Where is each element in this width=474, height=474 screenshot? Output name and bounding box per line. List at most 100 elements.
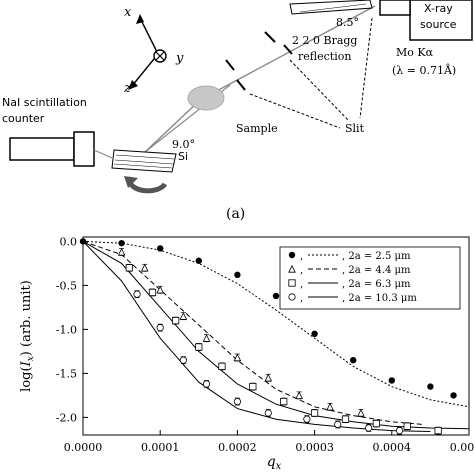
legend-box: [279, 246, 461, 310]
axis-x-label: x: [124, 5, 132, 20]
data-point: [264, 373, 273, 382]
data-point: [403, 422, 411, 430]
data-point: [434, 426, 442, 435]
data-point: [234, 271, 241, 279]
x-tick-label: 0.0001: [141, 441, 180, 454]
data-point: [365, 424, 373, 432]
y-tick-label: -0.5: [56, 279, 77, 292]
data-point: [118, 239, 125, 247]
incident-beam: [199, 5, 376, 101]
analyzer-crystal: [111, 149, 177, 173]
fit-curve-1: [82, 240, 423, 425]
source-label-1: X-ray: [424, 2, 453, 15]
data-points: [79, 238, 457, 435]
axis-z-label: z: [123, 81, 131, 96]
data-point: [157, 245, 164, 252]
data-point: [218, 362, 226, 370]
slit-label: Slit: [345, 122, 365, 135]
data-point: [202, 380, 211, 388]
data-point: [233, 397, 241, 406]
legend-label-2: , 2a = 6.3 μm: [342, 279, 411, 290]
data-point: [450, 392, 457, 399]
bragg-label-2: reflection: [298, 50, 351, 63]
y-tick-label: 0.0: [60, 235, 78, 248]
data-point: [140, 263, 149, 272]
data-point: [117, 247, 126, 256]
source-label-2: source: [420, 18, 457, 31]
data-point: [357, 408, 365, 417]
data-point: [179, 356, 187, 364]
data-point: [288, 264, 296, 273]
x-tick-label: 0.0002: [218, 441, 257, 454]
scattered-beam: [144, 99, 201, 153]
data-point: [156, 324, 164, 332]
data-point: [156, 285, 165, 294]
x-tick-label: 0.0000: [64, 441, 103, 454]
data-point: [350, 357, 357, 364]
xray-source-port: [379, 0, 411, 16]
legend-label-0: , 2a = 2.5 μm: [342, 251, 411, 262]
data-point: [427, 383, 434, 390]
y-tick-label: -1.5: [56, 367, 77, 380]
data-point: [288, 293, 296, 301]
sample-label: Sample: [236, 122, 278, 135]
data-point: [303, 415, 311, 423]
mo-label-2: (λ = 0.71Å): [392, 63, 456, 77]
detector-label-2: counter: [2, 112, 45, 125]
data-point: [311, 330, 318, 337]
data-point: [326, 402, 334, 411]
data-point: [388, 377, 395, 384]
intensity-plot: 0.0000 0.0001 0.0002 0.0003 0.0004 0.0005 0.0…: [19, 235, 474, 472]
fit-curve-3: [82, 241, 431, 432]
data-point: [272, 292, 280, 300]
bragg-label-1: 2 2 0 Bragg: [292, 34, 357, 47]
slit-leaders: [249, 17, 373, 129]
data-point: [288, 279, 296, 287]
data-point: [372, 419, 380, 428]
y-tick-label: -1.0: [56, 323, 77, 336]
coordinate-axes: [131, 17, 159, 87]
xray-source-box: [409, 0, 473, 41]
si-label: Si: [178, 150, 188, 163]
svg-text:,: ,: [300, 293, 303, 304]
y-tick-label: -2.0: [56, 411, 77, 424]
angle-bottom-label: 9.0°: [172, 138, 195, 151]
x-tick-label: 0.0003: [295, 441, 334, 454]
mo-label-1: Mo Kα: [396, 46, 434, 59]
legend-label-3: , 2a = 10.3 μm: [342, 293, 417, 304]
rotation-arrow-icon: [127, 179, 168, 194]
data-point: [264, 409, 272, 417]
legend-label-1: , 2a = 4.4 μm: [342, 265, 411, 276]
data-point: [133, 290, 141, 298]
angle-top-label: 8.5°: [336, 16, 359, 29]
detector-label-1: NaI scintillation: [2, 96, 87, 109]
data-point: [280, 397, 288, 406]
data-point: [172, 316, 180, 325]
data-point: [310, 409, 319, 417]
data-point: [148, 288, 157, 297]
setup-diagram: X-ray source 8.5° Mo Kα (λ = 0.71Å) 2 2 …: [2, 0, 473, 222]
data-point: [179, 312, 188, 320]
sample-ellipse: [187, 85, 225, 111]
detector-body: [9, 137, 75, 161]
data-point: [202, 334, 211, 342]
data-point: [288, 251, 296, 259]
x-tick-label: 0.0005: [450, 441, 474, 454]
svg-text:,: ,: [300, 279, 303, 290]
data-point: [395, 426, 404, 435]
data-point: [233, 353, 242, 362]
svg-text:,: ,: [300, 251, 303, 262]
data-point: [341, 415, 350, 423]
svg-text:,: ,: [300, 265, 303, 276]
x-tick-label: 0.0004: [373, 441, 412, 454]
data-point: [79, 238, 87, 245]
x-ticks: 0.0000 0.0001 0.0002 0.0003 0.0004 0.0005: [64, 430, 474, 454]
y-ticks: 0.0 -0.5 -1.0 -1.5 -2.0: [56, 235, 88, 424]
x-axis-label: qx: [267, 454, 282, 472]
data-point: [249, 382, 257, 391]
detector-head: [73, 131, 95, 167]
data-point: [295, 391, 304, 400]
slit-marks: [225, 31, 293, 91]
fit-curve-0: [82, 240, 470, 408]
